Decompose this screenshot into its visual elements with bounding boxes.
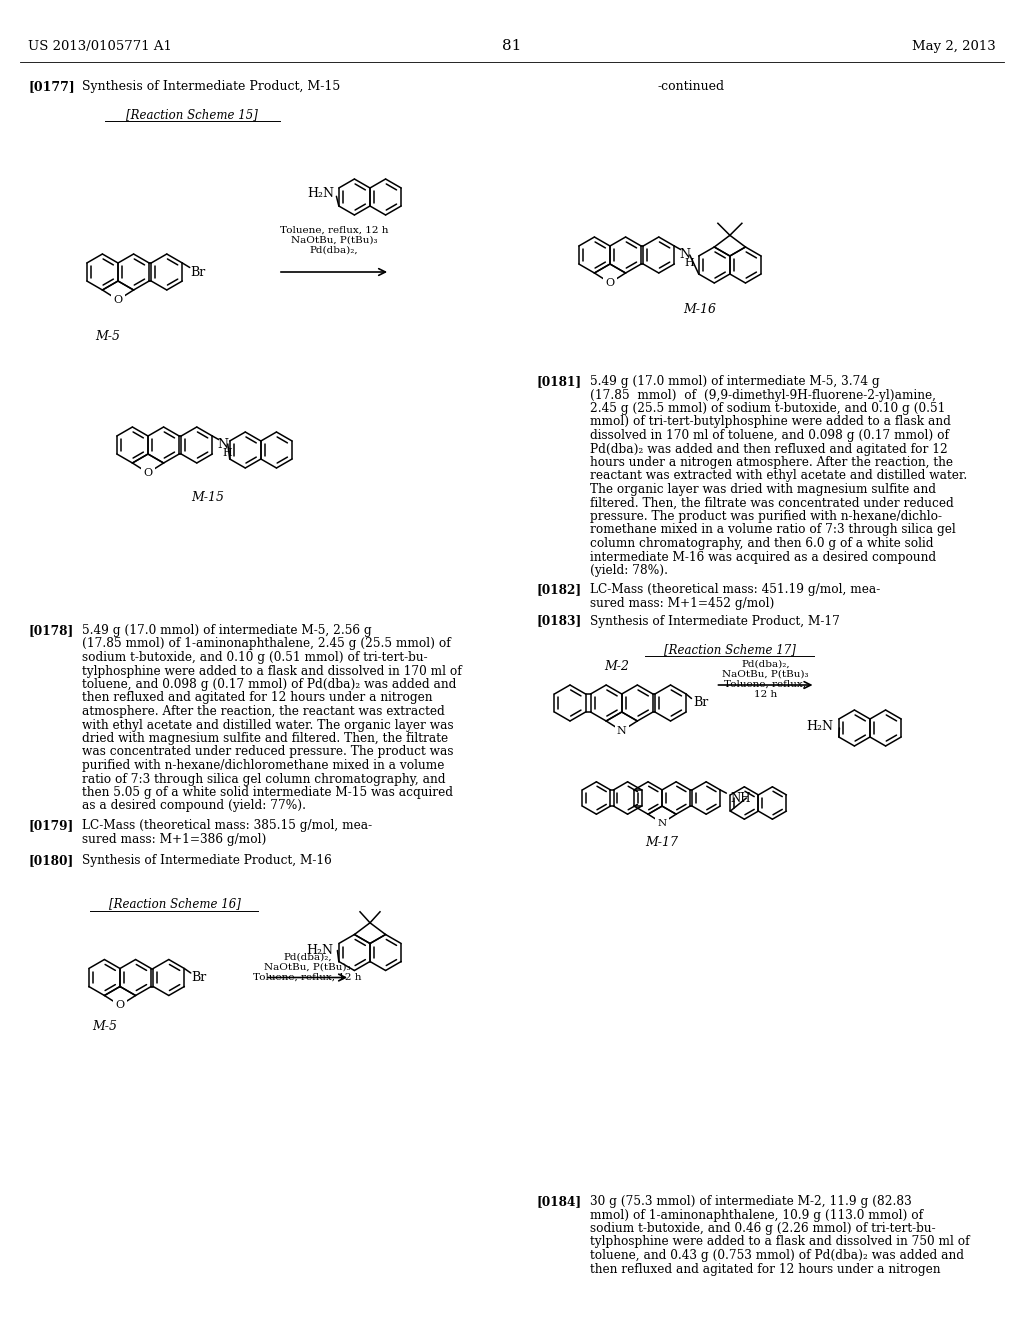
Text: [0184]: [0184]: [536, 1195, 582, 1208]
Text: NaOtBu, P(tBu)₃: NaOtBu, P(tBu)₃: [264, 962, 351, 972]
Text: romethane mixed in a volume ratio of 7:3 through silica gel: romethane mixed in a volume ratio of 7:3…: [590, 524, 955, 536]
Text: ratio of 7:3 through silica gel column chromatography, and: ratio of 7:3 through silica gel column c…: [82, 772, 445, 785]
Text: with ethyl acetate and distilled water. The organic layer was: with ethyl acetate and distilled water. …: [82, 718, 454, 731]
Text: H₂N: H₂N: [307, 187, 335, 199]
Text: hours under a nitrogen atmosphere. After the reaction, the: hours under a nitrogen atmosphere. After…: [590, 455, 953, 469]
Text: Synthesis of Intermediate Product, M-15: Synthesis of Intermediate Product, M-15: [82, 81, 340, 92]
Text: M-16: M-16: [683, 304, 717, 315]
Text: 12 h: 12 h: [754, 690, 777, 700]
Text: filtered. Then, the filtrate was concentrated under reduced: filtered. Then, the filtrate was concent…: [590, 496, 953, 510]
Text: [0180]: [0180]: [28, 854, 74, 867]
Text: -continued: -continued: [658, 81, 725, 92]
Text: dried with magnesium sulfite and filtered. Then, the filtrate: dried with magnesium sulfite and filtere…: [82, 733, 449, 744]
Text: M-17: M-17: [645, 836, 679, 849]
Text: tylphosphine were added to a flask and dissolved in 170 ml of: tylphosphine were added to a flask and d…: [82, 664, 462, 677]
Text: [0182]: [0182]: [536, 583, 582, 597]
Text: 5.49 g (17.0 mmol) of intermediate M-5, 3.74 g: 5.49 g (17.0 mmol) of intermediate M-5, …: [590, 375, 880, 388]
Text: then refluxed and agitated for 12 hours under a nitrogen: then refluxed and agitated for 12 hours …: [82, 692, 432, 705]
Text: H: H: [223, 447, 232, 458]
Text: [Reaction Scheme 17]: [Reaction Scheme 17]: [664, 643, 796, 656]
Text: N: N: [679, 248, 690, 261]
Text: [0181]: [0181]: [536, 375, 582, 388]
Text: The organic layer was dried with magnesium sulfite and: The organic layer was dried with magnesi…: [590, 483, 936, 496]
Text: tylphosphine were added to a flask and dissolved in 750 ml of: tylphosphine were added to a flask and d…: [590, 1236, 970, 1249]
Text: N: N: [217, 438, 228, 451]
Text: sured mass: M+1=386 g/mol): sured mass: M+1=386 g/mol): [82, 833, 266, 846]
Text: (yield: 78%).: (yield: 78%).: [590, 564, 668, 577]
Text: O: O: [143, 467, 153, 478]
Text: [Reaction Scheme 15]: [Reaction Scheme 15]: [126, 108, 258, 121]
Text: mmol) of tri-tert-butylphosphine were added to a flask and: mmol) of tri-tert-butylphosphine were ad…: [590, 416, 951, 429]
Text: H₂N: H₂N: [807, 719, 834, 733]
Text: M-15: M-15: [191, 491, 224, 504]
Text: M-5: M-5: [95, 330, 121, 343]
Text: May 2, 2013: May 2, 2013: [912, 40, 996, 53]
Text: O: O: [116, 1001, 125, 1010]
Text: was concentrated under reduced pressure. The product was: was concentrated under reduced pressure.…: [82, 746, 454, 759]
Text: LC-Mass (theoretical mass: 451.19 g/mol, mea-: LC-Mass (theoretical mass: 451.19 g/mol,…: [590, 583, 881, 597]
Text: N: N: [657, 818, 667, 828]
Text: 2.45 g (25.5 mmol) of sodium t-butoxide, and 0.10 g (0.51: 2.45 g (25.5 mmol) of sodium t-butoxide,…: [590, 403, 945, 414]
Text: Pd(dba)₂,: Pd(dba)₂,: [309, 246, 358, 255]
Text: Toluene, reflux, 12 h: Toluene, reflux, 12 h: [253, 973, 361, 982]
Text: intermediate M-16 was acquired as a desired compound: intermediate M-16 was acquired as a desi…: [590, 550, 936, 564]
Text: NaOtBu, P(tBu)₃: NaOtBu, P(tBu)₃: [291, 236, 377, 246]
Text: 5.49 g (17.0 mmol) of intermediate M-5, 2.56 g: 5.49 g (17.0 mmol) of intermediate M-5, …: [82, 624, 372, 638]
Text: sodium t-butoxide, and 0.10 g (0.51 mmol) of tri-tert-bu-: sodium t-butoxide, and 0.10 g (0.51 mmol…: [82, 651, 428, 664]
Text: [0177]: [0177]: [28, 81, 75, 92]
Text: M-2: M-2: [604, 660, 630, 673]
Text: as a desired compound (yield: 77%).: as a desired compound (yield: 77%).: [82, 800, 306, 813]
Text: reactant was extracted with ethyl acetate and distilled water.: reactant was extracted with ethyl acetat…: [590, 470, 968, 483]
Text: NH: NH: [730, 792, 751, 804]
Text: Synthesis of Intermediate Product, M-16: Synthesis of Intermediate Product, M-16: [82, 854, 332, 867]
Text: US 2013/0105771 A1: US 2013/0105771 A1: [28, 40, 172, 53]
Text: Pd(dba)₂ was added and then refluxed and agitated for 12: Pd(dba)₂ was added and then refluxed and…: [590, 442, 948, 455]
Text: column chromatography, and then 6.0 g of a white solid: column chromatography, and then 6.0 g of…: [590, 537, 934, 550]
Text: LC-Mass (theoretical mass: 385.15 g/mol, mea-: LC-Mass (theoretical mass: 385.15 g/mol,…: [82, 818, 372, 832]
Text: [0179]: [0179]: [28, 818, 74, 832]
Text: sodium t-butoxide, and 0.46 g (2.26 mmol) of tri-tert-bu-: sodium t-butoxide, and 0.46 g (2.26 mmol…: [590, 1222, 936, 1236]
Text: 30 g (75.3 mmol) of intermediate M-2, 11.9 g (82.83: 30 g (75.3 mmol) of intermediate M-2, 11…: [590, 1195, 911, 1208]
Text: sured mass: M+1=452 g/mol): sured mass: M+1=452 g/mol): [590, 597, 774, 610]
Text: toluene, and 0.43 g (0.753 mmol) of Pd(dba)₂ was added and: toluene, and 0.43 g (0.753 mmol) of Pd(d…: [590, 1249, 964, 1262]
Text: Pd(dba)₂,: Pd(dba)₂,: [284, 953, 332, 961]
Text: [0183]: [0183]: [536, 615, 582, 627]
Text: then refluxed and agitated for 12 hours under a nitrogen: then refluxed and agitated for 12 hours …: [590, 1262, 940, 1275]
Text: dissolved in 170 ml of toluene, and 0.098 g (0.17 mmol) of: dissolved in 170 ml of toluene, and 0.09…: [590, 429, 949, 442]
Text: Br: Br: [693, 697, 709, 710]
Text: mmol) of 1-aminonaphthalene, 10.9 g (113.0 mmol) of: mmol) of 1-aminonaphthalene, 10.9 g (113…: [590, 1209, 923, 1221]
Text: H: H: [685, 257, 694, 268]
Text: toluene, and 0.098 g (0.17 mmol) of Pd(dba)₂ was added and: toluene, and 0.098 g (0.17 mmol) of Pd(d…: [82, 678, 457, 690]
Text: Toluene, reflux, 12 h: Toluene, reflux, 12 h: [280, 226, 388, 235]
Text: N: N: [616, 726, 627, 737]
Text: H₂N: H₂N: [306, 944, 334, 957]
Text: [0178]: [0178]: [28, 624, 74, 638]
Text: 81: 81: [503, 40, 521, 53]
Text: Synthesis of Intermediate Product, M-17: Synthesis of Intermediate Product, M-17: [590, 615, 840, 627]
Text: (17.85  mmol)  of  (9,9-dimethyl-9H-fluorene-2-yl)amine,: (17.85 mmol) of (9,9-dimethyl-9H-fluoren…: [590, 388, 936, 401]
Text: atmosphere. After the reaction, the reactant was extracted: atmosphere. After the reaction, the reac…: [82, 705, 444, 718]
Text: NaOtBu, P(tBu)₃: NaOtBu, P(tBu)₃: [722, 671, 809, 678]
Text: pressure. The product was purified with n-hexane/dichlo-: pressure. The product was purified with …: [590, 510, 942, 523]
Text: O: O: [114, 294, 123, 305]
Text: then 5.05 g of a white solid intermediate M-15 was acquired: then 5.05 g of a white solid intermediat…: [82, 785, 453, 799]
Text: purified with n-hexane/dichloromethane mixed in a volume: purified with n-hexane/dichloromethane m…: [82, 759, 444, 772]
Text: Pd(dba)₂,: Pd(dba)₂,: [741, 660, 790, 669]
Text: [Reaction Scheme 16]: [Reaction Scheme 16]: [110, 898, 241, 911]
Text: M-5: M-5: [92, 1020, 118, 1034]
Text: O: O: [605, 279, 614, 288]
Text: Br: Br: [190, 265, 206, 279]
Text: Br: Br: [191, 972, 207, 983]
Text: Toluene, reflux,: Toluene, reflux,: [724, 680, 807, 689]
Text: (17.85 mmol) of 1-aminonaphthalene, 2.45 g (25.5 mmol) of: (17.85 mmol) of 1-aminonaphthalene, 2.45…: [82, 638, 451, 651]
